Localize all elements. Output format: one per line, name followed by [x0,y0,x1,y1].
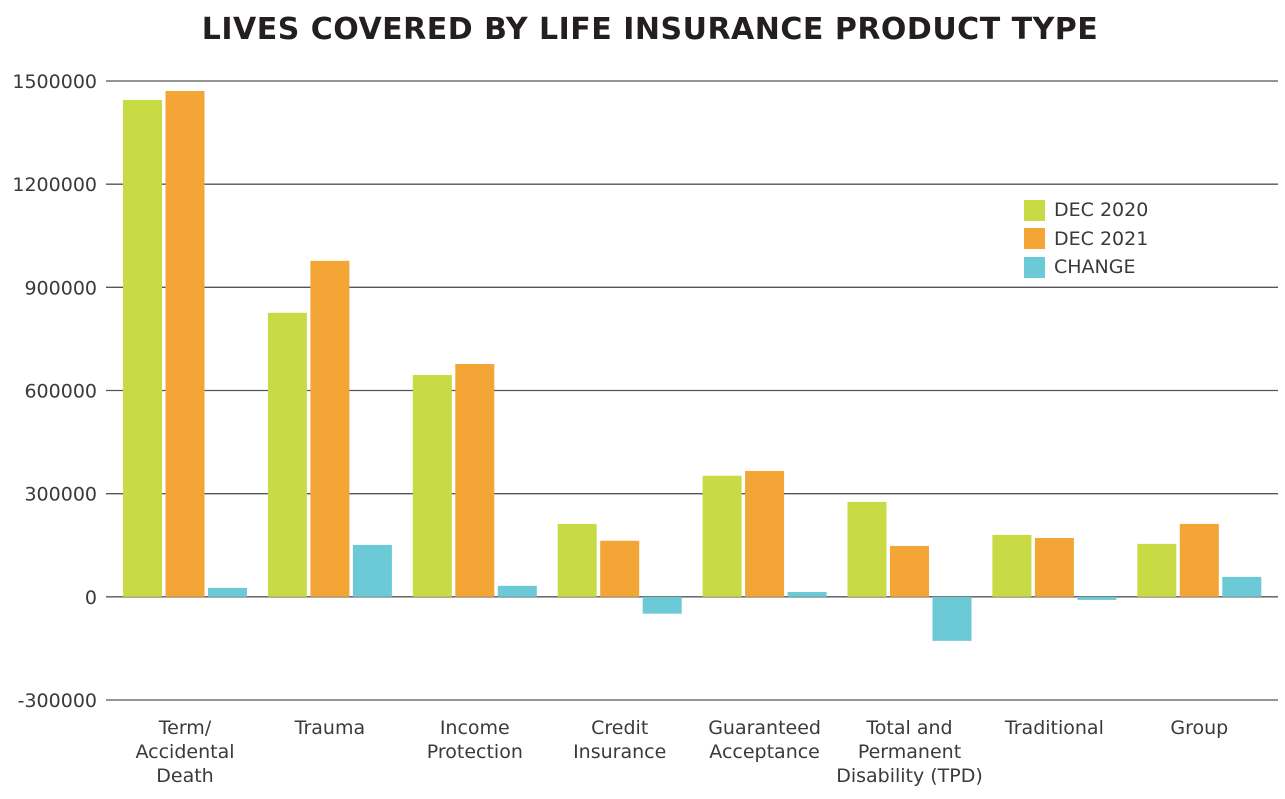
x-category-label: Trauma [294,717,365,739]
legend-label: DEC 2021 [1054,227,1149,250]
bar-dec-2020 [123,99,162,597]
bar-dec-2021 [455,364,495,597]
x-category-label-line: Total and [865,717,952,739]
bar-dec-2020 [1137,543,1177,597]
bar-change [787,592,827,597]
x-axis-category-labels: Term/Accidental Death Trauma Income Protecti… [136,717,1229,787]
bar-dec-2020 [412,375,452,597]
x-category-label-line: Disability (TPD) [836,765,983,787]
y-axis-tick-labels: -300000 0 300000 600000 900000 1200000 1500000 [12,71,97,712]
y-tick-label: 300000 [24,484,97,506]
chart-title: LIVES COVERED BY LIFE INSURANCE PRODUCT … [201,12,1099,47]
x-category-label-line: Permanent [858,741,961,763]
x-category-label-line: Guaranteed [708,717,821,739]
x-category-label: Term/Accidental Death [136,717,235,787]
x-category-label-line: Protection [427,741,523,763]
bar-change [932,596,972,641]
x-category-label-line: Traditional [1004,717,1104,739]
x-category-label-line: Group [1170,717,1228,739]
legend-swatch-dec-2020 [1024,199,1045,221]
bar-change [1222,576,1262,597]
x-category-label-line: Term/ [158,717,212,739]
bar-dec-2021 [600,540,640,597]
bar-dec-2020 [702,475,742,597]
x-category-label-line: Insurance [573,741,666,763]
legend-item-dec-2021: DEC 2021 [1024,225,1148,254]
x-category-label-line: Credit [591,717,648,739]
bar-dec-2020 [267,312,307,597]
x-category-label: Traditional [1004,717,1104,739]
legend-swatch-change [1024,256,1045,278]
bar-change [208,587,247,597]
bars [123,90,1262,641]
bar-dec-2020 [992,534,1032,597]
bar-dec-2021 [890,545,929,597]
x-category-label: Income Protection [427,717,523,763]
x-category-label-line: Trauma [294,717,365,739]
legend: DEC 2020 DEC 2021 CHANGE [1024,196,1148,282]
y-tick-label: 1500000 [12,71,97,93]
legend-label: CHANGE [1054,256,1136,279]
bar-change [1077,596,1117,600]
bar-dec-2021 [1179,523,1219,597]
bar-change [497,585,537,597]
bar-dec-2021 [310,260,350,597]
x-category-label-line: Accidental [136,741,235,763]
x-category-label: Total and Permanent Disability (TPD) [836,717,983,787]
legend-label: DEC 2020 [1054,199,1149,222]
bar-dec-2021 [165,90,205,597]
bar-dec-2020 [557,523,597,597]
bar-dec-2021 [745,470,785,597]
x-category-label: Guaranteed Acceptance [708,717,821,763]
x-category-label-line: Death [156,765,213,787]
x-category-label-line: Income [440,717,510,739]
y-tick-label: 600000 [24,381,97,403]
bar-change [352,544,392,597]
bar-dec-2020 [847,501,887,597]
x-category-label-line: Acceptance [709,741,820,763]
y-tick-label: 1200000 [12,174,97,196]
y-tick-label: -300000 [18,690,97,712]
legend-swatch-dec-2021 [1024,228,1045,250]
y-tick-label: 900000 [24,277,97,299]
y-tick-label: 0 [85,587,97,609]
legend-item-dec-2020: DEC 2020 [1024,196,1148,225]
x-category-label: Credit Insurance [573,717,666,763]
legend-item-change: CHANGE [1024,253,1148,282]
bar-change [642,596,682,614]
bar-dec-2021 [1034,538,1074,597]
x-category-label: Group [1170,717,1228,739]
